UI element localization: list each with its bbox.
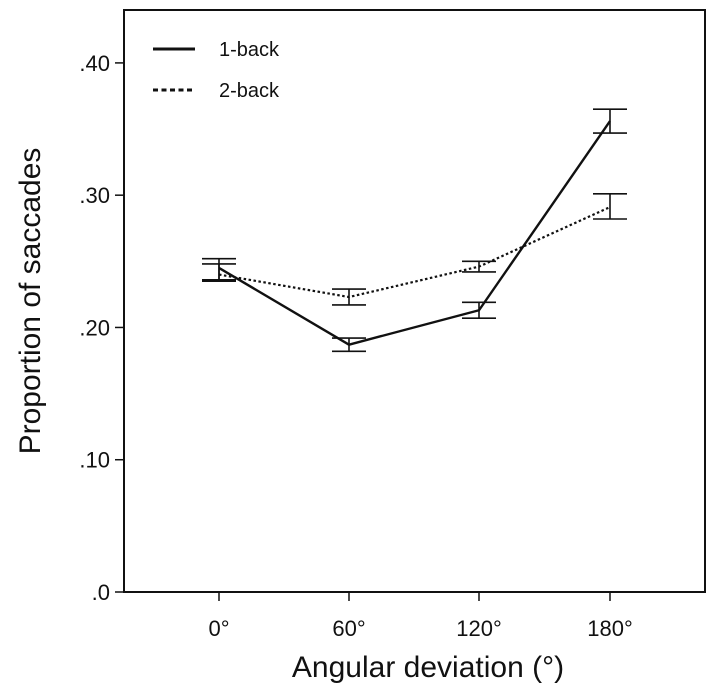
x-tick-label: 60° xyxy=(332,616,365,641)
y-axis: .0 .10 .20 .30 .40 xyxy=(79,51,124,605)
y-tick-label: .0 xyxy=(92,580,110,605)
x-tick-label: 120° xyxy=(456,616,502,641)
error-bar xyxy=(593,109,627,133)
y-tick-label: .10 xyxy=(79,448,110,473)
y-tick-label: .40 xyxy=(79,51,110,76)
error-bar xyxy=(462,302,496,318)
error-bar xyxy=(593,194,627,219)
error-bar xyxy=(332,289,366,305)
series-2-back xyxy=(202,194,627,305)
legend-label: 2-back xyxy=(219,80,280,102)
x-axis-title: Angular deviation (°) xyxy=(292,651,564,684)
y-tick-label: .30 xyxy=(79,183,110,208)
y-tick-label: .20 xyxy=(79,315,110,340)
series-1-back xyxy=(202,109,627,351)
x-axis: 0° 60° 120° 180° xyxy=(208,592,632,641)
legend: 1-back 2-back xyxy=(153,39,280,102)
plot-frame xyxy=(124,10,705,592)
series-line xyxy=(219,207,610,297)
legend-label: 1-back xyxy=(219,39,280,61)
error-bar xyxy=(332,338,366,351)
x-tick-label: 180° xyxy=(587,616,633,641)
x-tick-label: 0° xyxy=(208,616,229,641)
error-bar xyxy=(462,261,496,272)
series-layer xyxy=(202,109,627,351)
y-axis-title: Proportion of saccades xyxy=(14,148,47,455)
